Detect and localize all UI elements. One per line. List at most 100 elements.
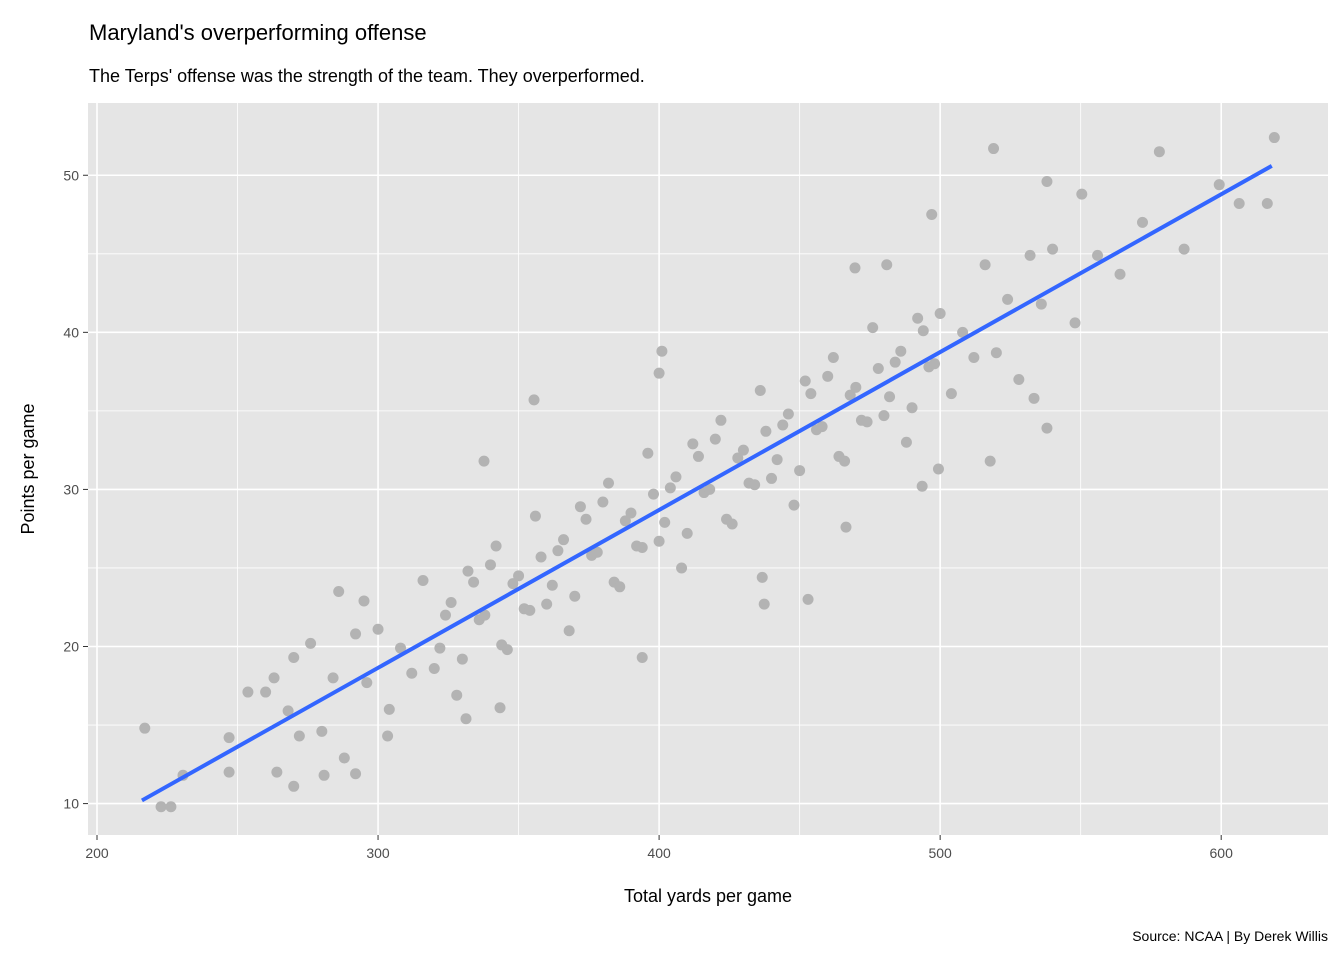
data-point	[541, 598, 553, 610]
data-point	[529, 510, 541, 522]
data-point	[1137, 216, 1149, 228]
x-tick-label: 300	[366, 845, 390, 861]
data-point	[614, 581, 626, 593]
x-tick-label: 500	[928, 845, 952, 861]
data-point	[659, 516, 671, 528]
data-point	[676, 562, 688, 574]
data-point	[692, 450, 704, 462]
data-point	[636, 651, 648, 663]
data-point	[681, 527, 693, 539]
data-point	[350, 628, 362, 640]
data-point	[1178, 243, 1190, 255]
data-point	[558, 534, 570, 546]
data-point	[1268, 132, 1280, 144]
data-point	[451, 689, 463, 701]
data-point	[293, 730, 305, 742]
data-point	[445, 597, 457, 609]
data-point	[350, 768, 362, 780]
data-point	[288, 651, 300, 663]
data-point	[268, 672, 280, 684]
x-tick-label: 200	[85, 845, 109, 861]
data-point	[271, 766, 283, 778]
data-point	[653, 535, 665, 547]
data-point	[484, 559, 496, 571]
data-point	[1076, 188, 1088, 200]
data-point	[1069, 317, 1081, 329]
data-point	[766, 472, 778, 484]
data-point	[406, 667, 418, 679]
data-point	[260, 686, 272, 698]
data-point	[867, 322, 879, 334]
chart-title: Maryland's overperforming offense	[89, 20, 427, 45]
data-point	[664, 482, 676, 494]
data-point	[1092, 249, 1104, 261]
data-point	[900, 436, 912, 448]
data-point	[223, 766, 235, 778]
data-point	[957, 326, 969, 338]
data-point	[597, 496, 609, 508]
data-point	[462, 565, 474, 577]
data-point	[709, 433, 721, 445]
data-point	[1041, 176, 1053, 188]
data-point	[912, 312, 924, 324]
data-point	[760, 425, 772, 437]
data-point	[434, 642, 446, 654]
data-point	[494, 702, 506, 714]
data-point	[479, 609, 491, 621]
y-tick-label: 40	[63, 324, 79, 340]
x-tick-label: 600	[1210, 845, 1234, 861]
data-point	[884, 391, 896, 403]
data-point	[139, 722, 151, 734]
data-point	[507, 578, 519, 590]
data-point	[889, 356, 901, 368]
data-points	[139, 132, 1280, 813]
data-point	[642, 447, 654, 459]
data-point	[524, 604, 536, 616]
data-point	[737, 444, 749, 456]
data-point	[799, 375, 811, 387]
data-point	[844, 389, 856, 401]
fit-line-group	[140, 164, 1273, 803]
data-point	[165, 801, 177, 813]
data-point	[288, 780, 300, 792]
data-point	[917, 325, 929, 337]
data-point	[988, 143, 1000, 155]
data-point	[932, 463, 944, 475]
x-axis: 200 300 400 500 600	[85, 835, 1233, 861]
data-point	[383, 703, 395, 715]
data-point	[361, 677, 373, 689]
data-point	[802, 593, 814, 605]
data-point	[1002, 293, 1014, 305]
data-point	[468, 576, 480, 588]
data-point	[528, 394, 540, 406]
data-point	[546, 579, 558, 591]
data-point	[984, 455, 996, 467]
x-tick-label: 400	[647, 845, 671, 861]
data-point	[945, 388, 957, 400]
data-point	[636, 542, 648, 554]
data-point	[501, 644, 513, 656]
y-tick-label: 10	[63, 796, 79, 812]
data-point	[318, 769, 330, 781]
chart-subtitle: The Terps' offense was the strength of t…	[89, 66, 645, 86]
data-point	[395, 642, 407, 654]
data-point	[715, 414, 727, 426]
data-point	[788, 499, 800, 511]
data-point	[878, 410, 890, 422]
data-point	[439, 609, 451, 621]
data-point	[1153, 146, 1165, 158]
data-point	[926, 209, 938, 221]
data-point	[906, 402, 918, 414]
data-point	[574, 501, 586, 513]
data-point	[580, 513, 592, 525]
data-point	[372, 623, 384, 635]
data-point	[704, 483, 716, 495]
data-point	[881, 259, 893, 271]
data-point	[563, 625, 575, 637]
data-point	[732, 452, 744, 464]
data-point	[155, 801, 167, 813]
data-point	[1041, 422, 1053, 434]
data-point	[456, 653, 468, 665]
data-point	[895, 345, 907, 357]
